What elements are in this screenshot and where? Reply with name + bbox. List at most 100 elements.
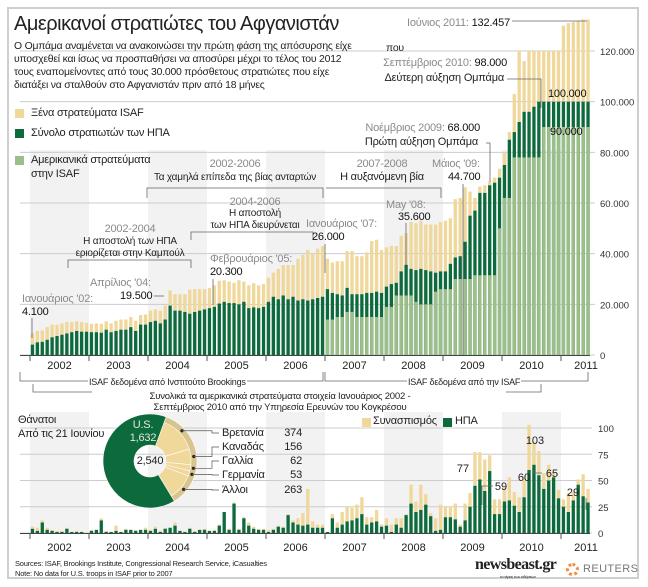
bar-us-total [217, 303, 221, 355]
bar-isaf-foreign [168, 290, 172, 306]
bar-us-isaf [404, 295, 408, 355]
bar-isaf-foreign [365, 252, 369, 293]
x-tick-label: 2003 [106, 360, 130, 372]
bar-deaths-coalition [463, 503, 467, 521]
annot-us-total-level: 100.000 [548, 88, 587, 100]
bar-deaths-us [365, 524, 369, 533]
footer-sources: Sources: ISAF, Brookings Institute, Cong… [15, 559, 267, 568]
newsbeast-tagline: το τέρας των ειδήσεων [500, 574, 536, 579]
bar-isaf-foreign [311, 253, 315, 300]
legend-isaf-foreign: Ξένα στρατεύματα ISAF [31, 107, 144, 119]
annot-sep10-label: Σεπτέμβριος 2010: [383, 57, 472, 69]
bar-deaths-us [502, 501, 507, 533]
bar-deaths-coalition [365, 517, 369, 525]
period4-years: 2007-2008 [356, 158, 408, 170]
bar-deaths-coalition [311, 521, 315, 528]
bar-isaf-foreign [483, 185, 487, 193]
bar-deaths-us [522, 497, 526, 533]
bar-deaths-us [247, 525, 251, 533]
stray-text: που [386, 43, 404, 54]
bar-deaths-coalition [448, 506, 453, 518]
annot-nov09: Νοέμβριος 2009: 68.000 [365, 122, 480, 134]
bar-deaths-us [571, 500, 575, 533]
y-tick-label: 50 [598, 477, 609, 488]
reuters-logo-icon [566, 563, 579, 576]
bar-us-isaf [453, 279, 457, 355]
bar-isaf-foreign [384, 247, 389, 287]
bar-deaths-coalition [547, 464, 551, 481]
bar-deaths-coalition [75, 530, 79, 532]
bar-us-total [281, 295, 285, 355]
year-band [30, 150, 89, 355]
period2-line2: των ΗΠΑ διευρύνεται [210, 220, 300, 231]
bar-deaths-coalition [104, 530, 108, 532]
bar-deaths-coalition [429, 513, 433, 517]
bar-isaf-foreign [463, 187, 467, 242]
bar-deaths-us [65, 528, 69, 533]
pie-us-value: 1,632 [129, 432, 157, 444]
bar-us-isaf [379, 317, 384, 355]
bar-isaf-foreign [119, 319, 123, 330]
bar-us-isaf [414, 301, 418, 355]
bar-isaf-foreign [473, 197, 477, 211]
bar-deaths-us [320, 527, 325, 533]
bar-deaths-coalition [212, 529, 217, 531]
x-tick-label: 2003 [106, 542, 130, 554]
bar-deaths-coalition [374, 509, 379, 522]
bar-us-total [197, 310, 202, 355]
bar-deaths-us [183, 531, 187, 533]
bar-deaths-coalition [40, 520, 44, 523]
bar-isaf-foreign [276, 268, 280, 300]
period1-years: 2002-2004 [104, 223, 156, 235]
bar-us-total [89, 332, 94, 355]
bar-us-isaf [556, 127, 561, 355]
x-tick-label: 2005 [224, 360, 248, 372]
bar-deaths-coalition [576, 479, 580, 485]
bar-deaths-coalition [527, 424, 531, 470]
legend-us: ΗΠΑ [455, 415, 478, 427]
bar-us-isaf [566, 127, 571, 355]
bar-isaf-foreign [256, 285, 261, 309]
bar-isaf-foreign [197, 289, 202, 311]
bar-us-total [202, 309, 207, 355]
bar-us-isaf [340, 317, 344, 355]
bar-us-total [153, 320, 158, 355]
bar-deaths-coalition [473, 452, 477, 486]
bar-us-isaf [350, 311, 354, 355]
bar-us-total [306, 300, 310, 355]
bar-us-isaf [325, 319, 330, 355]
bar-deaths-us [350, 520, 354, 533]
bar-deaths-coalition [350, 507, 354, 521]
bar-us-total [242, 301, 246, 355]
bar-isaf-foreign [409, 222, 413, 269]
bar-isaf-foreign [237, 280, 241, 305]
bar-deaths-us [55, 531, 59, 533]
year-band [502, 150, 561, 355]
bar-isaf-foreign [45, 327, 49, 340]
bar-deaths-coalition [488, 455, 492, 472]
bar-deaths-coalition [163, 527, 167, 529]
bar-isaf-foreign [429, 224, 433, 272]
bar-us-isaf [458, 279, 462, 355]
bar-isaf-foreign [547, 51, 551, 102]
annot-nov09-value: 68.000 [447, 122, 481, 134]
bar-deaths-us [168, 527, 172, 533]
bar-us-isaf [438, 289, 443, 355]
bar-isaf-foreign [207, 287, 212, 309]
bar-isaf-foreign [266, 277, 271, 302]
bar-us-total [301, 299, 305, 355]
bar-isaf-foreign [522, 61, 526, 112]
bar-isaf-foreign [134, 320, 138, 331]
bar-deaths-coalition [30, 526, 35, 529]
bar-isaf-foreign [143, 314, 148, 325]
bar-deaths-us [483, 491, 487, 533]
bar-isaf-foreign [148, 310, 153, 323]
bar-deaths-coalition [335, 522, 339, 528]
bar-deaths-coalition [242, 517, 246, 519]
x-tick-label: 2006 [283, 542, 307, 554]
bar-isaf-foreign [399, 235, 403, 272]
bar-us-total [271, 296, 276, 355]
bar-deaths-us [237, 529, 241, 533]
bar-isaf-foreign [374, 239, 379, 292]
bar-deaths-coalition [291, 520, 295, 523]
